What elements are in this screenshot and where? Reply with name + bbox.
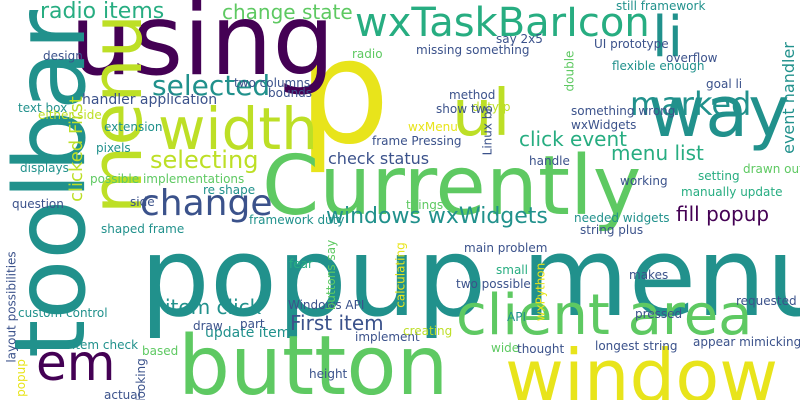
- cloud-word: button: [178, 319, 449, 400]
- cloud-word: using: [70, 0, 335, 98]
- cloud-word: shaped frame: [101, 222, 185, 236]
- cloud-word: makes: [629, 268, 669, 282]
- cloud-word: displays: [20, 161, 69, 175]
- cloud-word: calculating: [393, 241, 408, 308]
- cloud-word: pressed: [635, 307, 683, 321]
- cloud-word: working: [620, 174, 668, 188]
- cloud-word: part: [240, 317, 265, 331]
- cloud-word: actual: [104, 388, 141, 400]
- cloud-word: selecting: [150, 146, 259, 174]
- cloud-word: goal li: [706, 77, 743, 91]
- cloud-word: selected: [152, 69, 271, 102]
- cloud-word: manually update: [681, 185, 783, 199]
- cloud-word: question: [12, 197, 64, 211]
- cloud-word: frame Pressing: [372, 134, 462, 148]
- cloud-word: fill popup: [676, 202, 770, 226]
- cloud-word: handler application: [82, 92, 218, 108]
- cloud-word: item check: [72, 338, 139, 352]
- cloud-word: popup menu: [140, 213, 800, 341]
- cloud-word: popup: [13, 359, 28, 397]
- cloud-word: buttons say: [324, 239, 339, 311]
- cloud-word: double: [561, 50, 576, 91]
- cloud-word: needed widgets: [574, 211, 670, 225]
- cloud-word: text box: [18, 101, 68, 115]
- cloud-word: client area: [456, 283, 753, 348]
- cloud-word: menu list: [611, 141, 704, 165]
- cloud-word: pixels: [96, 141, 131, 155]
- cloud-word: something wrong: [571, 104, 676, 118]
- cloud-word: flexible enough: [612, 59, 705, 73]
- cloud-word: em: [36, 334, 116, 392]
- cloud-word: marked: [630, 85, 752, 123]
- cloud-word: say 2x5: [496, 32, 543, 46]
- cloud-word: small: [496, 263, 528, 277]
- cloud-word: radio items: [40, 0, 165, 24]
- cloud-word: check status: [328, 149, 430, 168]
- cloud-word: appear mimicking: [693, 335, 800, 349]
- cloud-word: API: [507, 310, 526, 324]
- cloud-word: li: [652, 5, 684, 70]
- cloud-word: design: [43, 49, 83, 63]
- cloud-word: change: [140, 183, 273, 224]
- cloud-word: side: [130, 195, 155, 209]
- cloud-word: wxMenu: [408, 120, 458, 134]
- cloud-word: missing something: [416, 43, 530, 57]
- cloud-word: based: [142, 344, 179, 358]
- cloud-word: event handler: [778, 42, 798, 154]
- cloud-word: p: [298, 8, 391, 177]
- cloud-word: wxTaskBarIcon: [355, 0, 650, 46]
- cloud-word: method: [449, 88, 496, 102]
- cloud-word: extension: [104, 120, 163, 134]
- cloud-word: radio: [352, 47, 383, 61]
- cloud-word: fear: [289, 257, 313, 271]
- cloud-word: layout possibilities: [4, 250, 19, 363]
- cloud-word: overflow: [666, 51, 718, 65]
- cloud-word: Currently: [262, 139, 642, 234]
- cloud-word: show two: [436, 102, 493, 116]
- cloud-word: requested li: [736, 294, 800, 308]
- cloud-word: thought: [517, 342, 565, 356]
- cloud-word: update item: [205, 325, 291, 341]
- cloud-word: height: [309, 367, 348, 381]
- cloud-word: ul: [452, 77, 511, 151]
- cloud-word: string plus: [580, 223, 644, 237]
- cloud-word: drawn outside: [743, 162, 800, 176]
- cloud-word: change state: [222, 0, 353, 24]
- cloud-word: longest string: [595, 339, 678, 353]
- cloud-word: two possible: [456, 277, 531, 291]
- cloud-word: setting: [698, 169, 740, 183]
- cloud-word: custom control: [18, 306, 108, 320]
- cloud-word: things: [406, 198, 444, 212]
- cloud-word: wxPython: [532, 262, 547, 321]
- cloud-word: implement: [355, 330, 420, 344]
- cloud-word: Windows API: [288, 298, 365, 312]
- cloud-word: main problem: [464, 241, 548, 255]
- cloud-word: still framework: [616, 0, 706, 13]
- cloud-word: First item: [290, 311, 384, 335]
- cloud-word: click event: [519, 127, 628, 151]
- cloud-word: creating: [403, 324, 453, 338]
- cloud-word: UI prototype: [594, 37, 669, 51]
- cloud-word: draw: [193, 319, 223, 333]
- cloud-word: windows wxWidgets: [326, 204, 548, 229]
- cloud-word: item click: [165, 295, 262, 319]
- cloud-word: wide: [491, 341, 520, 355]
- cloud-word: framework duty: [249, 213, 345, 227]
- cloud-word: duty p: [472, 100, 511, 114]
- cloud-word: two columns: [234, 76, 311, 90]
- cloud-word: width: [158, 95, 318, 163]
- cloud-word: bounds: [268, 86, 313, 100]
- cloud-word: re shape: [203, 183, 256, 197]
- cloud-word: window: [505, 334, 779, 400]
- cloud-word: either side: [38, 108, 102, 122]
- cloud-word: possible implementations: [90, 172, 245, 186]
- cloud-word: handle: [529, 154, 570, 168]
- cloud-word: way: [648, 71, 790, 153]
- cloud-word: wxWidgets: [571, 118, 637, 132]
